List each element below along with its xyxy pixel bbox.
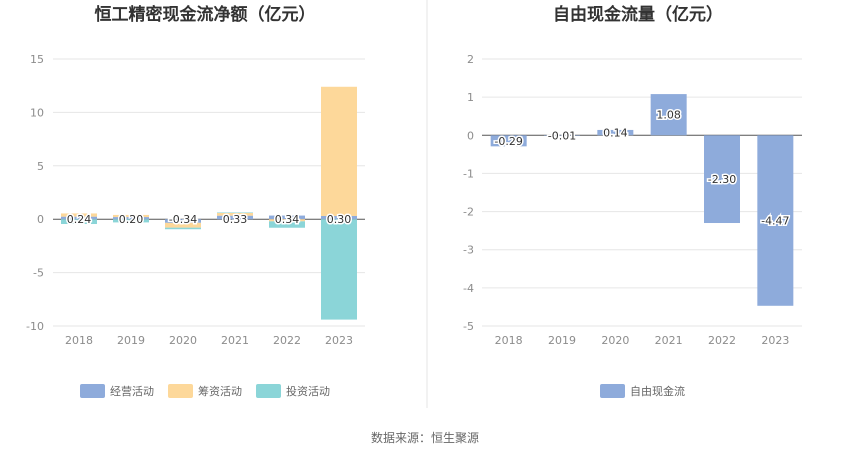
bar-investing <box>165 227 201 230</box>
bar-investing <box>321 219 357 320</box>
bar-free-cashflow <box>757 135 794 306</box>
x-tick-label: 2020 <box>169 334 197 347</box>
y-tick-label: -1 <box>463 167 474 180</box>
data-label: 0.14 <box>603 127 628 140</box>
legend-right: 自由现金流 <box>600 384 685 398</box>
y-tick-label: 1 <box>467 91 474 104</box>
bar-operating <box>113 217 149 220</box>
bar-free-cashflow <box>490 135 527 147</box>
x-tick-label: 2023 <box>761 334 789 347</box>
legend-label: 筹资活动 <box>198 384 242 398</box>
bar-investing <box>269 221 305 228</box>
y-tick-label: -4 <box>463 282 474 295</box>
legend-swatch <box>80 384 105 398</box>
legend-label: 自由现金流 <box>630 384 685 398</box>
y-tick-label: -5 <box>463 320 474 333</box>
y-tick-label: -3 <box>463 244 474 257</box>
data-label: 0.33 <box>223 213 248 226</box>
free-cashflow-chart: 自由现金流量（亿元） 2 1 0 -1 -2 -3 -4 -5 -0.29 -0.01 0.14 1… <box>463 4 802 398</box>
data-label: -4.47 <box>761 215 789 228</box>
bar-financing <box>217 213 253 216</box>
data-label: 0.24 <box>67 213 92 226</box>
x-tick-label: 2022 <box>273 334 301 347</box>
x-tick-label: 2019 <box>117 334 145 347</box>
x-tick-label: 2021 <box>221 334 249 347</box>
x-tick-label: 2021 <box>655 334 683 347</box>
data-label: -0.01 <box>548 129 576 142</box>
data-label: 0.30 <box>327 213 352 226</box>
bar-operating <box>165 219 201 223</box>
y-tick-label: 15 <box>30 53 44 66</box>
bar-investing <box>113 219 149 223</box>
bar-operating <box>321 215 357 220</box>
y-tick-label: 0 <box>37 213 44 226</box>
bar-operating <box>61 216 97 220</box>
data-label: 0.34 <box>275 213 300 226</box>
y-tick-label: 10 <box>30 106 44 119</box>
y-tick-label: -5 <box>33 267 44 280</box>
cashflow-net-chart: 恒工精密现金流净额（亿元） 15 10 5 0 -5 -10 0.24 0.20 -0.34 0… <box>26 4 365 398</box>
legend-left: 经营活动 筹资活动 投资活动 <box>80 384 330 398</box>
x-tick-label: 2018 <box>495 334 523 347</box>
chart-title-left: 恒工精密现金流净额（亿元） <box>95 4 316 25</box>
bar-investing <box>61 219 97 225</box>
y-tick-label: -2 <box>463 206 474 219</box>
y-tick-label: -10 <box>26 320 44 333</box>
legend-label: 经营活动 <box>110 384 154 398</box>
data-label: -0.29 <box>494 135 522 148</box>
data-label: 0.20 <box>119 213 144 226</box>
bar-financing <box>165 222 201 228</box>
bar-free-cashflow <box>704 135 740 224</box>
x-tick-label: 2019 <box>548 334 576 347</box>
x-tick-label: 2020 <box>601 334 629 347</box>
bar-operating <box>269 215 305 220</box>
y-tick-label: 5 <box>37 160 44 173</box>
bar-free-cashflow <box>650 94 687 136</box>
data-label: -0.34 <box>169 213 197 226</box>
bar-free-cashflow <box>544 135 580 136</box>
bar-investing <box>217 212 253 214</box>
y-tick-label: 0 <box>467 129 474 142</box>
x-tick-label: 2023 <box>325 334 353 347</box>
legend-swatch <box>168 384 193 398</box>
bar-financing <box>321 86 357 216</box>
legend-label: 投资活动 <box>286 384 330 398</box>
bar-free-cashflow <box>597 129 634 136</box>
data-label: -2.30 <box>708 173 736 186</box>
data-source: 数据来源：恒生聚源 <box>371 430 479 445</box>
chart-title-right: 自由现金流量（亿元） <box>553 4 723 25</box>
bar-operating <box>217 215 253 220</box>
data-label: 1.08 <box>656 109 681 122</box>
x-tick-label: 2018 <box>65 334 93 347</box>
bar-financing <box>61 213 97 217</box>
bar-financing <box>269 219 305 222</box>
legend-swatch <box>600 384 625 398</box>
bar-financing <box>113 214 149 218</box>
x-tick-label: 2022 <box>708 334 736 347</box>
y-tick-label: 2 <box>467 53 474 66</box>
legend-swatch <box>256 384 281 398</box>
